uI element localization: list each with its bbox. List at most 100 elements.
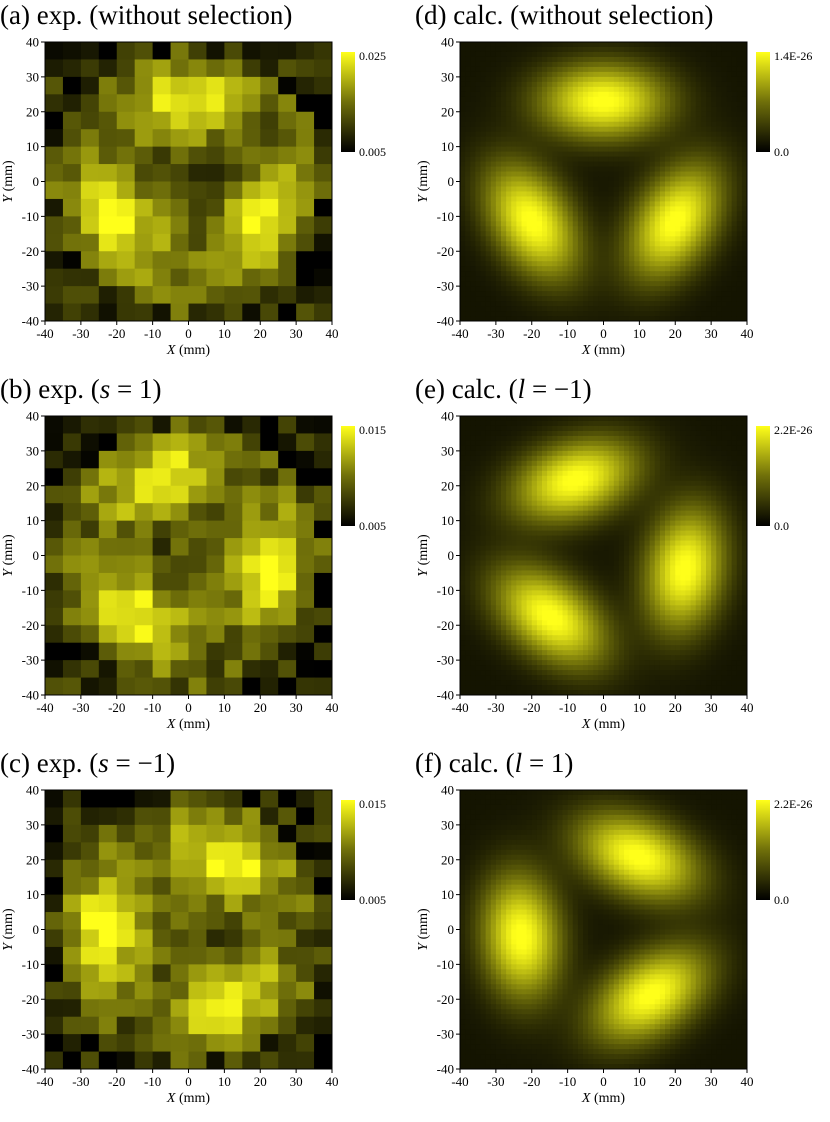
heatmap-cell xyxy=(716,47,722,52)
heatmap-cell xyxy=(737,47,743,52)
heatmap-cell xyxy=(721,67,727,72)
heatmap-cell xyxy=(542,172,548,177)
heatmap-cell xyxy=(655,186,661,191)
heatmap-cell xyxy=(614,231,620,236)
heatmap-cell xyxy=(598,456,604,461)
heatmap-cell xyxy=(314,643,333,661)
heatmap-cell xyxy=(727,157,733,162)
heatmap-cell xyxy=(460,511,466,516)
heatmap-cell xyxy=(619,162,625,167)
heatmap-cell xyxy=(486,137,492,142)
heatmap-cell xyxy=(727,436,733,441)
heatmap-cell xyxy=(522,466,528,471)
heatmap-cell xyxy=(727,306,733,311)
heatmap-cell xyxy=(475,97,481,102)
heatmap-cell xyxy=(711,236,717,241)
heatmap-cell xyxy=(614,516,620,521)
heatmap-cell xyxy=(691,72,697,77)
heatmap-cell xyxy=(696,186,702,191)
heatmap-cell xyxy=(481,481,487,486)
heatmap-cell xyxy=(465,221,471,226)
heatmap-cell xyxy=(598,127,604,132)
heatmap-cell xyxy=(598,431,604,436)
heatmap-cell xyxy=(645,491,651,496)
heatmap-cell xyxy=(593,281,599,286)
heatmap-cell xyxy=(537,117,543,122)
heatmap-cell xyxy=(660,311,666,316)
heatmap-cell xyxy=(506,491,512,496)
heatmap-cell xyxy=(634,77,640,82)
heatmap-cell xyxy=(532,271,538,276)
heatmap-cell xyxy=(655,471,661,476)
heatmap-cell xyxy=(696,236,702,241)
heatmap-cell xyxy=(660,77,666,82)
heatmap-cell xyxy=(537,436,543,441)
x-tick-label: 10 xyxy=(633,326,646,341)
heatmap-cell xyxy=(475,47,481,52)
heatmap-cell xyxy=(665,142,671,147)
heatmap-cell xyxy=(732,486,738,491)
heatmap-cell xyxy=(732,62,738,67)
heatmap-cell xyxy=(721,177,727,182)
heatmap-cell xyxy=(711,206,717,211)
heatmap-cell xyxy=(486,77,492,82)
heatmap-cell xyxy=(609,446,615,451)
heatmap-cell xyxy=(563,276,569,281)
heatmap-cell xyxy=(573,122,579,127)
heatmap-cell xyxy=(568,157,574,162)
heatmap-cell xyxy=(516,436,522,441)
heatmap-cell xyxy=(516,231,522,236)
heatmap-cell xyxy=(537,191,543,196)
heatmap-cell xyxy=(153,486,172,504)
heatmap-cell xyxy=(732,446,738,451)
heatmap-cell xyxy=(189,416,208,434)
heatmap-cell xyxy=(511,241,517,246)
heatmap-cell xyxy=(609,157,615,162)
heatmap-cell xyxy=(619,416,625,421)
heatmap-cell xyxy=(465,246,471,251)
heatmap-cell xyxy=(522,77,528,82)
heatmap-cell xyxy=(675,256,681,261)
heatmap-cell xyxy=(532,496,538,501)
heatmap-cell xyxy=(593,306,599,311)
heatmap-cell xyxy=(542,102,548,107)
heatmap-cell xyxy=(496,142,502,147)
heatmap-cell xyxy=(537,47,543,52)
heatmap-cell xyxy=(614,117,620,122)
heatmap-cell xyxy=(696,281,702,286)
heatmap-cell xyxy=(542,256,548,261)
heatmap-cell xyxy=(609,97,615,102)
heatmap-cell xyxy=(578,516,584,521)
heatmap-cell xyxy=(522,301,528,306)
heatmap-cell xyxy=(573,92,579,97)
heatmap-cell xyxy=(737,506,743,511)
heatmap-cell xyxy=(614,122,620,127)
heatmap-cell xyxy=(711,172,717,177)
heatmap-cell xyxy=(670,201,676,206)
heatmap-cell xyxy=(260,286,279,304)
heatmap-cell xyxy=(532,122,538,127)
heatmap-cell xyxy=(552,281,558,286)
heatmap-cell xyxy=(716,431,722,436)
heatmap-cell xyxy=(598,486,604,491)
heatmap-cell xyxy=(604,281,610,286)
heatmap-cell xyxy=(732,256,738,261)
heatmap-cell xyxy=(516,157,522,162)
heatmap-cell xyxy=(537,506,543,511)
heatmap-cell xyxy=(470,67,476,72)
heatmap-cell xyxy=(609,466,615,471)
colorbar xyxy=(341,52,355,152)
heatmap-cell xyxy=(727,152,733,157)
heatmap-cell xyxy=(189,538,208,556)
heatmap-cell xyxy=(634,147,640,152)
heatmap-cell xyxy=(563,62,569,67)
heatmap-cell xyxy=(527,426,533,431)
heatmap-cell xyxy=(296,112,315,130)
heatmap-cell xyxy=(522,72,528,77)
heatmap-cell xyxy=(732,127,738,132)
heatmap-cell xyxy=(573,77,579,82)
heatmap-cell xyxy=(614,196,620,201)
heatmap-cell xyxy=(598,226,604,231)
heatmap-cell xyxy=(716,511,722,516)
heatmap-cell xyxy=(619,256,625,261)
